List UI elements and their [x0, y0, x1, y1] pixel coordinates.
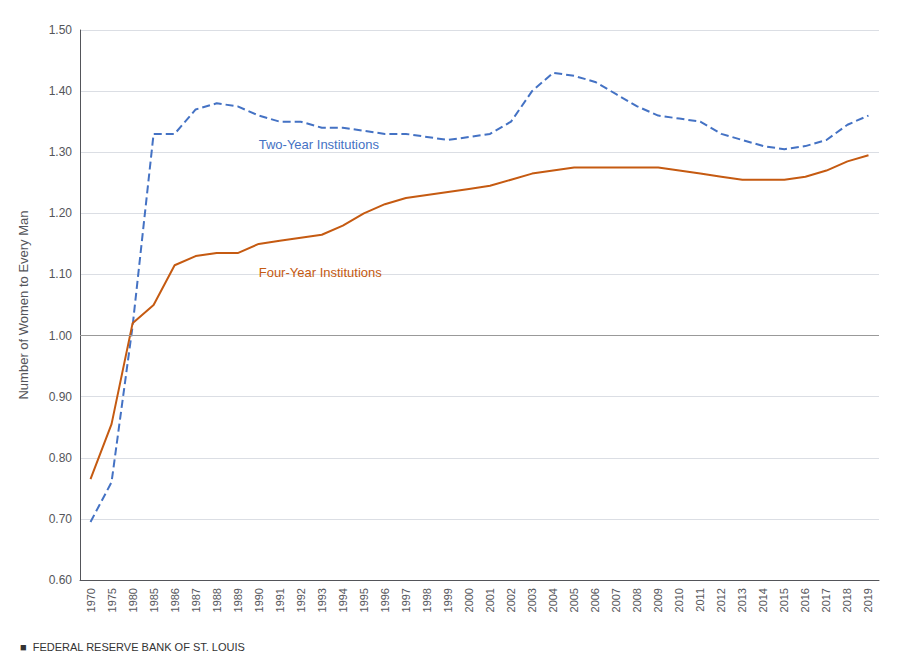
svg-text:Four-Year Institutions: Four-Year Institutions — [259, 265, 383, 280]
svg-text:1988: 1988 — [211, 588, 223, 612]
svg-text:1993: 1993 — [316, 588, 328, 612]
svg-text:2003: 2003 — [526, 588, 538, 612]
svg-text:1997: 1997 — [400, 588, 412, 612]
svg-text:1994: 1994 — [337, 588, 349, 612]
svg-text:1970: 1970 — [85, 588, 97, 612]
svg-text:2009: 2009 — [652, 588, 664, 612]
svg-text:2004: 2004 — [547, 588, 559, 612]
svg-text:1.10: 1.10 — [49, 267, 73, 281]
svg-text:■ FEDERAL RESERVE BANK OF ST.: ■ FEDERAL RESERVE BANK OF ST. LOUIS — [20, 641, 245, 653]
svg-text:1.50: 1.50 — [49, 23, 73, 37]
svg-text:1996: 1996 — [379, 588, 391, 612]
svg-text:2012: 2012 — [715, 588, 727, 612]
svg-text:2006: 2006 — [589, 588, 601, 612]
svg-text:1998: 1998 — [421, 588, 433, 612]
svg-text:1.00: 1.00 — [49, 329, 73, 343]
svg-text:1991: 1991 — [274, 588, 286, 612]
svg-text:2019: 2019 — [862, 588, 874, 612]
svg-text:Number of Women to Every Man: Number of Women to Every Man — [16, 210, 31, 399]
svg-text:2013: 2013 — [736, 588, 748, 612]
svg-text:2001: 2001 — [484, 588, 496, 612]
svg-text:1987: 1987 — [190, 588, 202, 612]
svg-text:2010: 2010 — [673, 588, 685, 612]
svg-text:1985: 1985 — [148, 588, 160, 612]
svg-text:2014: 2014 — [757, 588, 769, 612]
svg-text:1.40: 1.40 — [49, 84, 73, 98]
svg-text:2007: 2007 — [610, 588, 622, 612]
svg-text:2005: 2005 — [568, 588, 580, 612]
svg-text:2018: 2018 — [841, 588, 853, 612]
svg-text:0.70: 0.70 — [49, 512, 73, 526]
svg-text:Two-Year Institutions: Two-Year Institutions — [259, 137, 380, 152]
svg-text:2000: 2000 — [463, 588, 475, 612]
svg-text:1.20: 1.20 — [49, 206, 73, 220]
svg-text:1995: 1995 — [358, 588, 370, 612]
svg-text:1.30: 1.30 — [49, 145, 73, 159]
svg-text:2002: 2002 — [505, 588, 517, 612]
svg-text:2008: 2008 — [631, 588, 643, 612]
svg-text:2017: 2017 — [820, 588, 832, 612]
svg-text:0.80: 0.80 — [49, 451, 73, 465]
svg-text:1989: 1989 — [232, 588, 244, 612]
svg-text:0.60: 0.60 — [49, 573, 73, 587]
svg-text:1975: 1975 — [106, 588, 118, 612]
svg-text:2016: 2016 — [799, 588, 811, 612]
svg-text:2015: 2015 — [778, 588, 790, 612]
svg-text:1999: 1999 — [442, 588, 454, 612]
svg-text:1980: 1980 — [127, 588, 139, 612]
svg-text:1992: 1992 — [295, 588, 307, 612]
svg-text:0.90: 0.90 — [49, 390, 73, 404]
svg-text:1990: 1990 — [253, 588, 265, 612]
svg-text:2011: 2011 — [694, 588, 706, 612]
svg-text:1986: 1986 — [169, 588, 181, 612]
